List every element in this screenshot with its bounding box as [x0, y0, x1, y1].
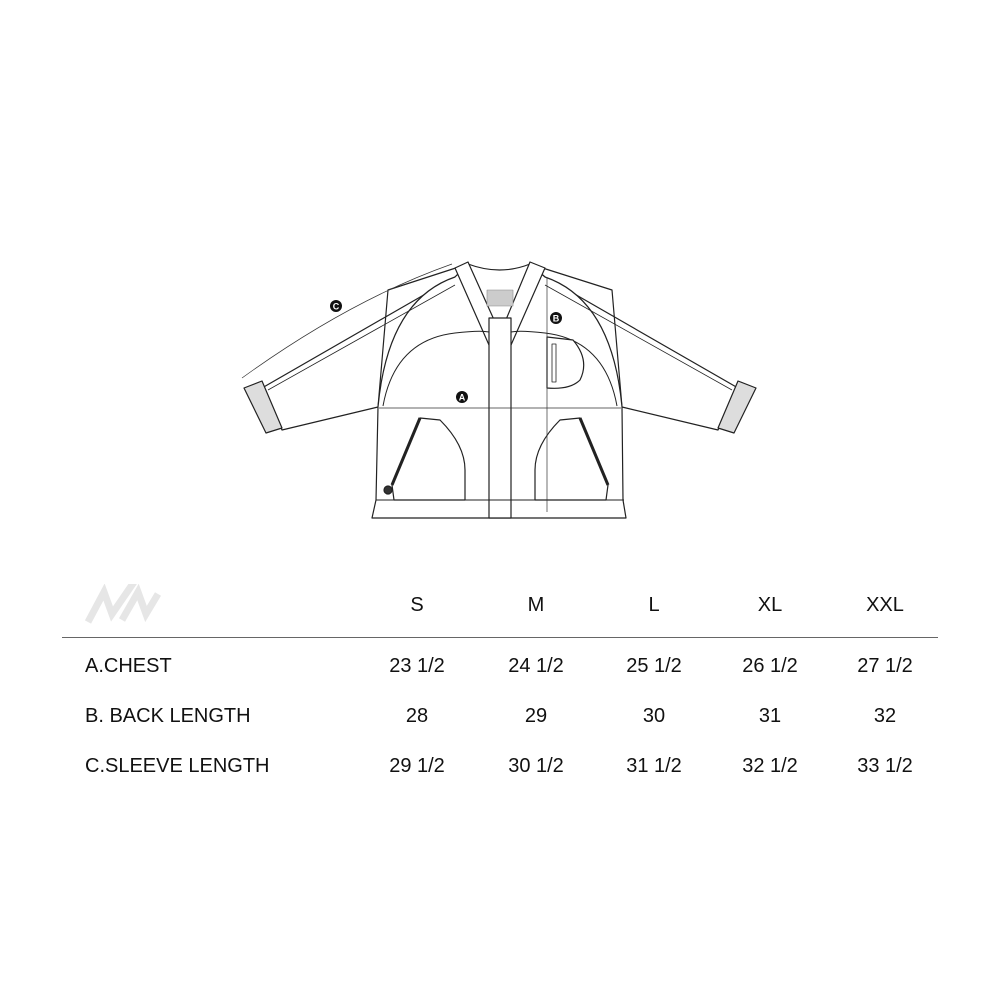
size-value: 23 1/2 [389, 655, 445, 677]
row-label: A.CHEST [85, 655, 172, 677]
svg-text:C: C [333, 302, 340, 312]
row-label: C.SLEEVE LENGTH [85, 755, 270, 777]
size-header-xl: XL [757, 594, 783, 616]
marker-c: C [330, 300, 342, 312]
neck-label [486, 289, 514, 307]
left-cuff [243, 380, 283, 434]
right-cuff [717, 380, 757, 434]
size-value: 32 [873, 705, 897, 727]
size-value: 26 1/2 [742, 655, 798, 677]
size-value: 32 1/2 [742, 755, 798, 777]
size-value: 27 1/2 [857, 655, 913, 677]
size-value: 30 [642, 705, 666, 727]
size-value: 31 1/2 [626, 755, 682, 777]
placket [488, 317, 512, 519]
size-header-m: M [527, 594, 545, 616]
jacket-diagram: A B C [241, 261, 757, 519]
size-value: 30 1/2 [508, 755, 564, 777]
size-header-s: S [410, 594, 424, 616]
row-label: B. BACK LENGTH [85, 705, 251, 727]
size-value: 31 [758, 705, 782, 727]
size-value: 25 1/2 [626, 655, 682, 677]
brand-logo [84, 584, 162, 624]
header-divider [62, 637, 938, 638]
size-value: 33 1/2 [857, 755, 913, 777]
size-header-xxl: XXL [866, 594, 904, 616]
size-value: 29 1/2 [389, 755, 445, 777]
svg-text:B: B [553, 314, 560, 324]
toggle-icon [383, 485, 393, 495]
marker-b: B [550, 312, 562, 324]
size-value: 28 [405, 705, 429, 727]
size-value: 29 [524, 705, 548, 727]
size-header-l: L [648, 594, 660, 616]
measure-line-c [241, 263, 453, 379]
svg-text:A: A [459, 393, 466, 403]
marker-a: A [456, 391, 468, 403]
size-value: 24 1/2 [508, 655, 564, 677]
